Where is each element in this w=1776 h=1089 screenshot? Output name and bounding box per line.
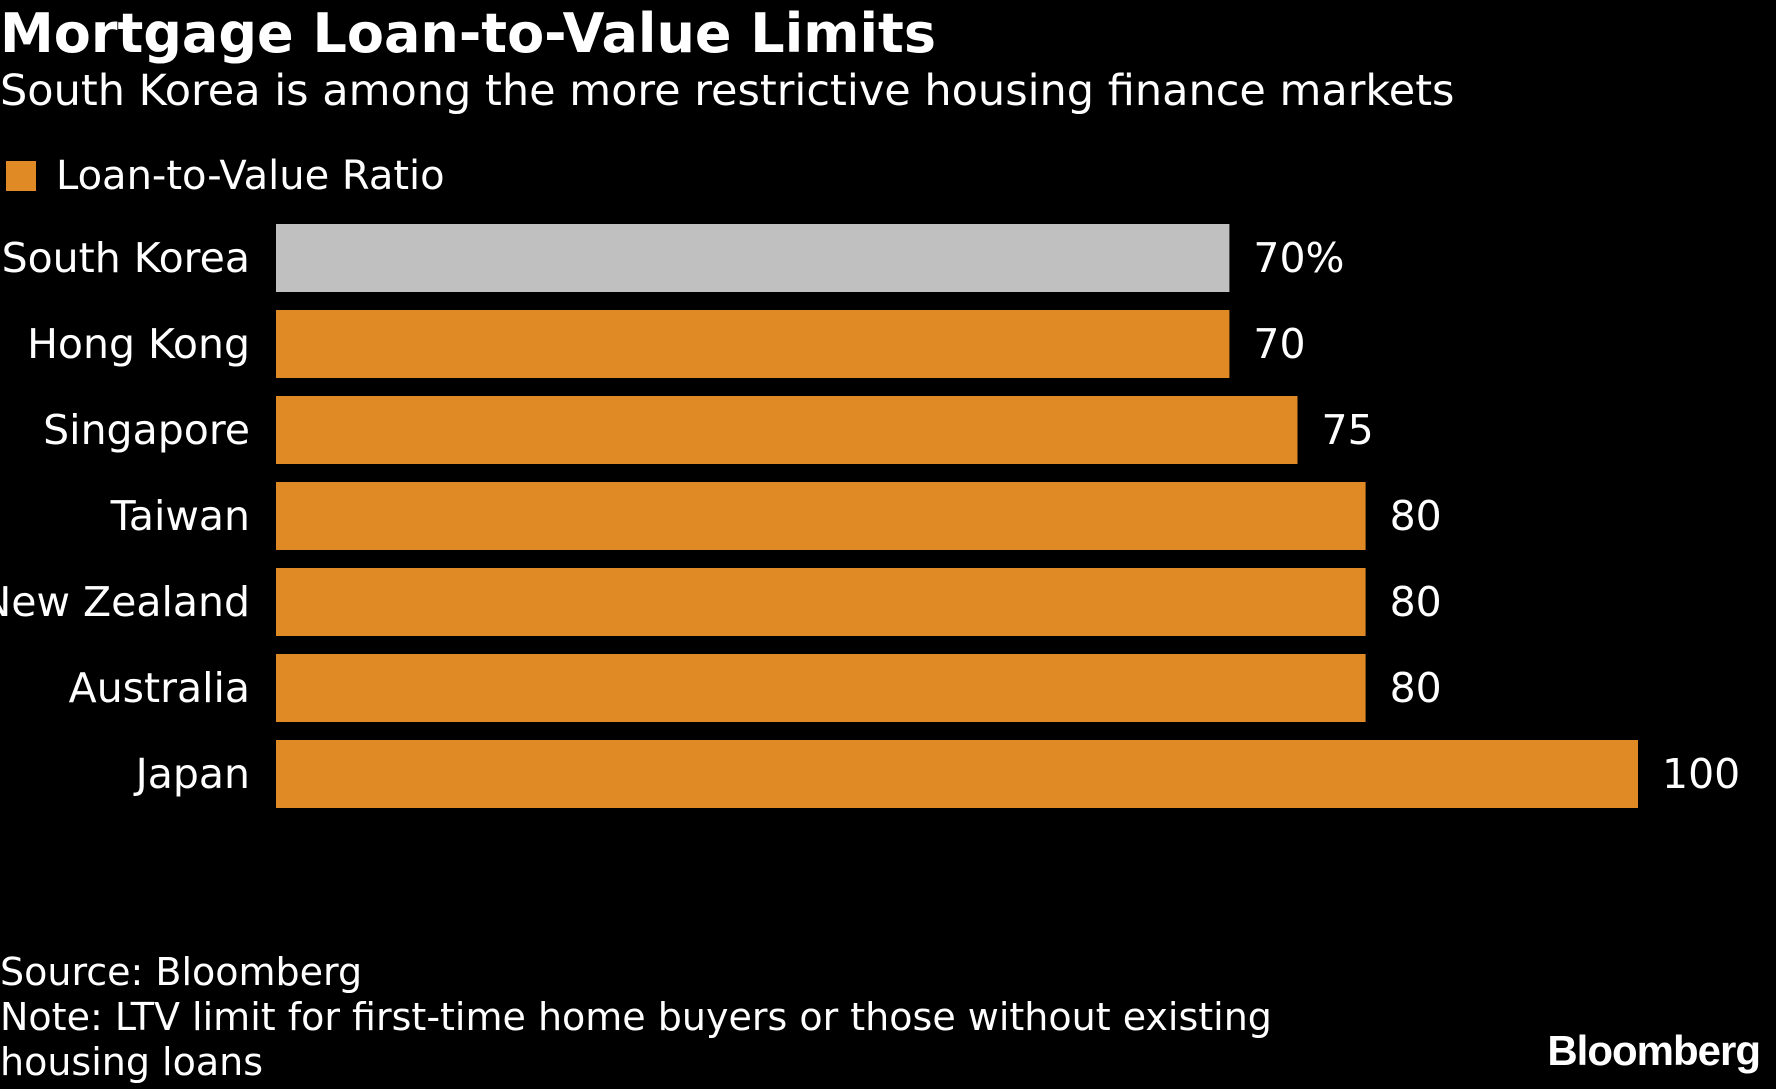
bar-chart: South Korea 70% Hong Kong 70 Singapore 75 Taiw… xyxy=(0,224,1740,808)
value-label: 100 xyxy=(1662,750,1740,798)
bar xyxy=(276,224,1230,292)
value-label: 70% xyxy=(1253,234,1344,282)
bar xyxy=(276,568,1366,636)
chart-legend: Loan-to-Value Ratio xyxy=(6,152,445,200)
value-label: 80 xyxy=(1390,492,1442,540)
category-label: South Korea xyxy=(2,234,250,282)
footnote: Note: LTV limit for first-time home buye… xyxy=(0,995,1272,1039)
value-label: 70 xyxy=(1253,320,1305,368)
source-note: Source: Bloomberg xyxy=(0,950,363,994)
category-label: New Zealand xyxy=(0,578,250,626)
chart-footer: Source: Bloomberg Note: LTV limit for fi… xyxy=(0,950,1272,1085)
category-label: Japan xyxy=(133,750,250,798)
category-label: Singapore xyxy=(43,406,250,454)
chart-title: Mortgage Loan-to-Value Limits xyxy=(0,2,936,65)
bar xyxy=(276,396,1298,464)
category-label: Hong Kong xyxy=(27,320,250,368)
bar xyxy=(276,740,1638,808)
value-label: 75 xyxy=(1322,406,1374,454)
value-label: 80 xyxy=(1390,664,1442,712)
chart-subtitle: South Korea is among the more restrictiv… xyxy=(0,66,1455,116)
footnote-continued: housing loans xyxy=(0,1040,264,1084)
category-label: Australia xyxy=(69,664,250,712)
legend-swatch xyxy=(6,161,36,191)
legend-label: Loan-to-Value Ratio xyxy=(56,153,445,199)
bloomberg-logo: Bloomberg xyxy=(1547,1027,1761,1074)
bar xyxy=(276,310,1230,378)
bar xyxy=(276,482,1366,550)
category-label: Taiwan xyxy=(110,492,250,540)
bar xyxy=(276,654,1366,722)
value-label: 80 xyxy=(1390,578,1442,626)
